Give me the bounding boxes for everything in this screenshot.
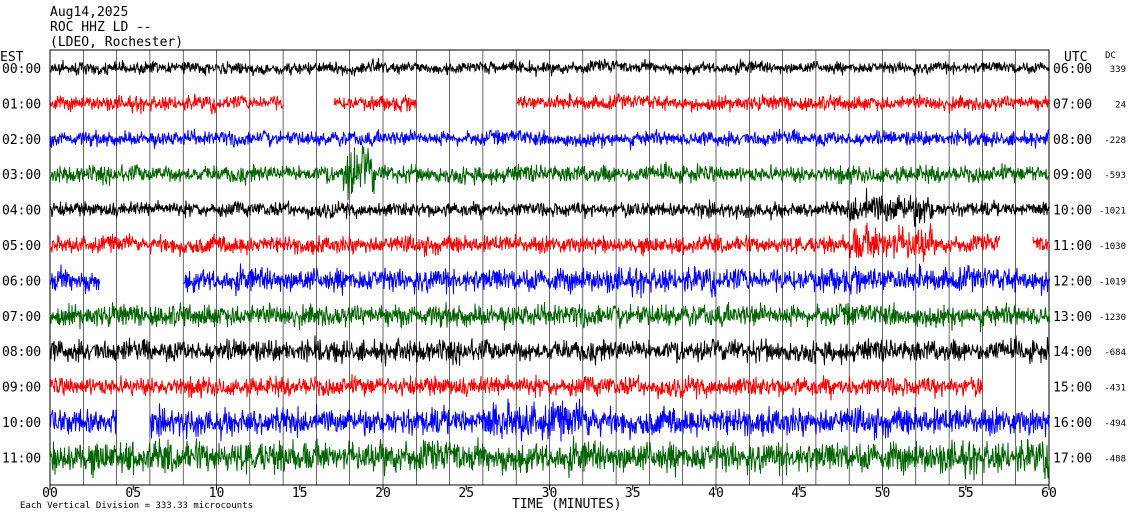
x-tick-labels: 00 05 10 15 20 25 30 35 40 45 50 55 60 — [42, 485, 1057, 501]
utc-hour-label: 09:00 — [1053, 168, 1092, 183]
utc-hour-label: 17:00 — [1053, 451, 1092, 466]
utc-hour-label: 08:00 — [1053, 133, 1092, 148]
x-tick-label: 30 — [542, 486, 558, 501]
utc-hour-label: 12:00 — [1053, 274, 1092, 289]
x-tick-label: 10 — [209, 486, 225, 501]
est-hour-label: 01:00 — [2, 97, 41, 112]
x-tick-label: 05 — [125, 486, 141, 501]
x-axis-title: TIME (MINUTES) — [512, 497, 622, 512]
trace-0000 — [49, 58, 1050, 78]
est-hour-label: 04:00 — [2, 204, 41, 219]
est-hour-label: 09:00 — [2, 381, 41, 396]
x-tick-label: 25 — [458, 486, 474, 501]
trace-0600 — [49, 263, 1050, 299]
dc-offset-label: -1230 — [1099, 313, 1126, 323]
seismic-traces — [49, 58, 1050, 481]
est-hour-label: 06:00 — [2, 274, 41, 289]
x-tick-label: 45 — [791, 486, 807, 501]
x-tick-label: 15 — [292, 486, 308, 501]
trace-0500 — [49, 222, 1050, 262]
left-zone-label: EST — [0, 50, 24, 65]
x-tick-label: 00 — [42, 486, 58, 501]
dc-offset-label: -488 — [1104, 454, 1126, 464]
utc-hour-label: 15:00 — [1053, 381, 1092, 396]
trace-0400 — [49, 188, 1050, 228]
date-label: Aug14,2025 — [50, 5, 128, 20]
est-hour-label: 10:00 — [2, 416, 41, 431]
trace-0900 — [49, 374, 983, 401]
dc-offset-label: -494 — [1104, 419, 1126, 429]
dc-offset-label: -1021 — [1099, 207, 1126, 217]
trace-0300 — [49, 145, 1050, 201]
trace-1100 — [49, 435, 1050, 481]
est-hour-label: 11:00 — [2, 451, 41, 466]
dc-offset-label: -593 — [1104, 171, 1126, 181]
x-tick-label: 50 — [875, 486, 891, 501]
utc-hour-label: 07:00 — [1053, 97, 1092, 112]
utc-hour-label: 06:00 — [1053, 62, 1092, 77]
utc-hour-label: 13:00 — [1053, 310, 1092, 325]
est-hour-label: 03:00 — [2, 168, 41, 183]
est-hour-label: 08:00 — [2, 345, 41, 360]
trace-0100 — [49, 93, 1050, 115]
est-hour-label: 00:00 — [2, 62, 41, 77]
station-label: ROC HHZ LD -- — [50, 20, 152, 35]
right-zone-label: UTC — [1064, 50, 1087, 65]
est-hour-label: 05:00 — [2, 239, 41, 254]
est-hour-label: 02:00 — [2, 133, 41, 148]
utc-hour-label: 16:00 — [1053, 416, 1092, 431]
scale-note: Each Vertical Division = 333.33 microcou… — [20, 501, 253, 511]
x-tick-label: 40 — [708, 486, 724, 501]
x-tick-label: 55 — [958, 486, 974, 501]
dc-header: DC — [1105, 51, 1116, 61]
network-label: (LDEO, Rochester) — [50, 35, 183, 50]
trace-0700 — [49, 301, 1050, 333]
utc-hour-labels: 06:00 07:00 08:00 09:00 10:00 11:00 12:00 13:00… — [1053, 62, 1092, 466]
trace-0200 — [49, 128, 1050, 151]
dc-offset-label: 24 — [1115, 100, 1126, 110]
dc-offset-label: -1030 — [1099, 242, 1126, 252]
x-tick-label: 20 — [375, 486, 391, 501]
dc-offset-label: -684 — [1104, 348, 1126, 358]
trace-0800 — [49, 335, 1050, 367]
utc-hour-label: 11:00 — [1053, 239, 1092, 254]
est-hour-labels: 00:00 01:00 02:00 03:00 04:00 05:00 06:00 07:00… — [2, 62, 41, 466]
x-tick-label: 35 — [625, 486, 641, 501]
dc-offset-labels: 339 24 -228 -593 -1021 -1030 -1019 -1230 -684 -43… — [1099, 65, 1126, 464]
utc-hour-label: 14:00 — [1053, 345, 1092, 360]
x-tick-label: 60 — [1041, 486, 1057, 501]
dc-offset-label: -1019 — [1099, 277, 1126, 287]
trace-1000 — [49, 398, 1050, 442]
est-hour-label: 07:00 — [2, 310, 41, 325]
dc-offset-label: -431 — [1104, 384, 1126, 394]
dc-offset-label: 339 — [1110, 65, 1126, 75]
utc-hour-label: 10:00 — [1053, 204, 1092, 219]
dc-offset-label: -228 — [1104, 136, 1126, 146]
